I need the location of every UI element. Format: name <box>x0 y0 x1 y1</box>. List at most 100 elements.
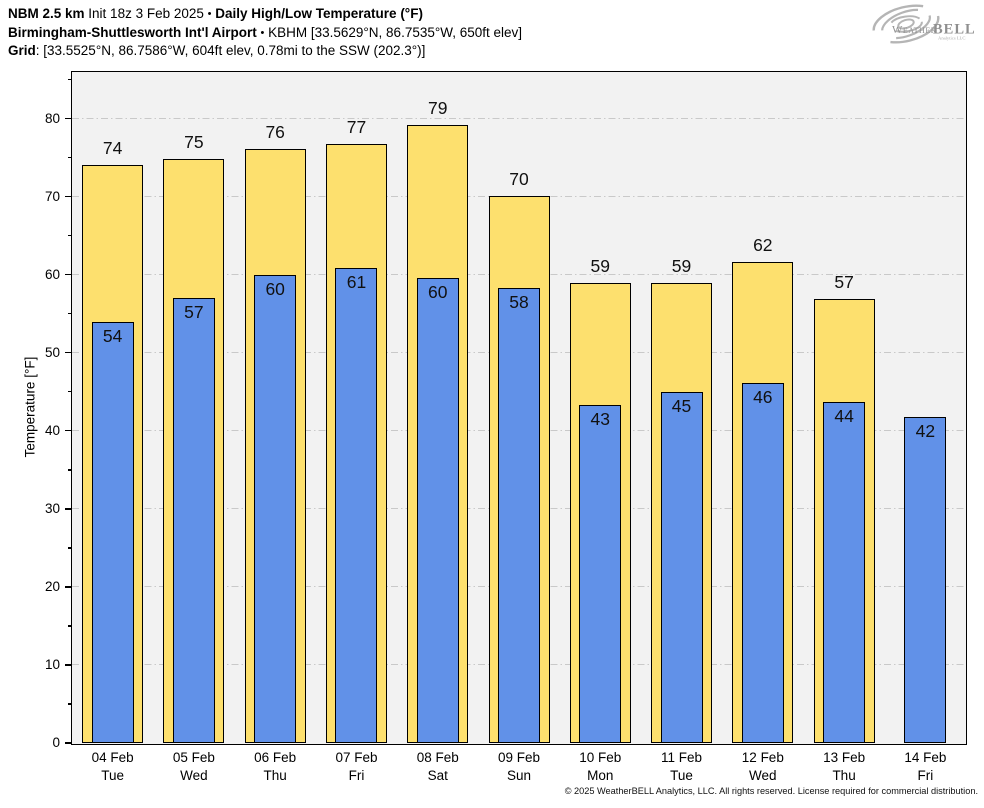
x-label-date: 11 Feb <box>661 750 703 765</box>
y-minor-tick <box>67 469 72 471</box>
low-value-label: 42 <box>915 420 936 441</box>
y-tick-label: 50 <box>44 344 60 360</box>
x-tick-label: 09 Feb Sun <box>479 749 559 784</box>
logo-weather-text: Weather <box>892 24 937 36</box>
y-minor-tick <box>67 235 72 237</box>
station-name: Birmingham-Shuttlesworth Int'l Airport <box>8 24 257 40</box>
low-bar <box>172 298 215 743</box>
high-value-label: 70 <box>509 169 529 190</box>
low-bar <box>741 383 784 743</box>
x-tick-label: 11 Feb Tue <box>642 749 722 784</box>
x-tick-label: 05 Feb Wed <box>154 749 234 784</box>
x-label-day: Wed <box>749 767 777 783</box>
low-value-label: 57 <box>184 302 204 323</box>
weatherbell-logo-icon: Weather BELL Analytics LLC <box>872 4 976 44</box>
y-major-tick <box>64 508 72 510</box>
high-value-label: 74 <box>102 137 123 158</box>
x-label-date: 10 Feb <box>579 750 622 765</box>
header-line-1: NBM 2.5 km Init 18z 3 Feb 2025 • Daily H… <box>8 5 522 24</box>
init-time: Init 18z 3 Feb 2025 <box>88 6 204 21</box>
header-line-2: Birmingham-Shuttlesworth Int'l Airport •… <box>8 24 522 43</box>
x-tick-label: 04 Feb Tue <box>73 749 153 784</box>
x-label-day: Thu <box>832 767 856 783</box>
y-major-tick <box>64 586 72 588</box>
high-value-label: 62 <box>753 235 773 256</box>
x-label-day: Fri <box>917 767 934 783</box>
x-label-date: 07 Feb <box>335 750 378 765</box>
low-value-label: 45 <box>671 395 692 416</box>
grid-label: Grid <box>8 43 36 58</box>
logo-bell-text: BELL <box>933 22 976 38</box>
low-bar <box>91 321 134 743</box>
low-value-label: 46 <box>753 387 773 408</box>
x-tick-label: 12 Feb Wed <box>723 749 803 784</box>
low-bar <box>498 288 540 743</box>
x-label-day: Tue <box>670 767 693 783</box>
low-value-label: 61 <box>346 271 367 292</box>
x-label-day: Sat <box>427 767 448 783</box>
x-label-date: 05 Feb <box>172 750 215 765</box>
y-tick-label: 60 <box>44 266 60 282</box>
low-value-label: 58 <box>509 292 529 313</box>
x-label-day: Tue <box>101 767 124 783</box>
y-minor-tick <box>67 625 72 627</box>
separator-dot: • <box>260 26 265 39</box>
x-tick-label: 07 Feb Fri <box>316 749 396 784</box>
x-label-date: 08 Feb <box>416 750 459 765</box>
y-tick-label: 30 <box>44 500 60 516</box>
y-major-tick <box>64 196 72 198</box>
low-bar <box>254 274 297 743</box>
high-value-label: 59 <box>590 255 610 276</box>
high-value-label: 77 <box>346 116 367 137</box>
logo-subtext: Analytics LLC <box>938 36 965 41</box>
y-major-tick <box>64 664 72 666</box>
x-tick-label: 14 Feb Fri <box>885 749 965 784</box>
y-major-tick <box>64 430 72 432</box>
high-value-label: 76 <box>265 122 285 143</box>
y-minor-tick <box>67 79 72 81</box>
x-label-day: Sun <box>506 767 532 783</box>
y-minor-tick <box>67 157 72 159</box>
x-label-date: 14 Feb <box>904 750 947 765</box>
low-value-label: 60 <box>265 278 285 299</box>
grid-details: : [33.5525°N, 86.7586°W, 604ft elev, 0.7… <box>35 43 426 58</box>
y-tick-label: 10 <box>44 656 60 672</box>
x-label-date: 06 Feb <box>254 750 297 765</box>
x-tick-label: 08 Feb Sat <box>398 749 478 784</box>
high-value-label: 59 <box>671 255 692 276</box>
x-label-date: 04 Feb <box>91 750 134 765</box>
x-label-date: 12 Feb <box>741 750 784 765</box>
station-details: KBHM [33.5629°N, 86.7535°W, 650ft elev] <box>268 24 523 40</box>
x-label-day: Wed <box>180 767 208 783</box>
y-major-tick <box>64 742 72 744</box>
gridline <box>72 118 966 120</box>
y-tick-label: 70 <box>44 188 60 204</box>
high-value-label: 75 <box>184 131 204 152</box>
y-axis-title: Temperature [°F] <box>22 356 38 458</box>
page-title: Daily High/Low Temperature (°F) <box>215 6 423 21</box>
y-major-tick <box>64 352 72 354</box>
low-bar <box>579 405 622 743</box>
chart-header: NBM 2.5 km Init 18z 3 Feb 2025 • Daily H… <box>8 5 522 60</box>
low-value-label: 54 <box>102 325 123 346</box>
low-bar <box>416 277 459 743</box>
y-minor-tick <box>67 547 72 549</box>
y-minor-tick <box>67 313 72 315</box>
low-bar <box>660 391 703 743</box>
x-label-date: 13 Feb <box>823 750 866 765</box>
y-tick-label: 0 <box>52 735 60 750</box>
low-value-label: 44 <box>834 406 854 427</box>
x-label-day: Thu <box>263 767 287 783</box>
model-name: NBM 2.5 km <box>8 6 85 21</box>
x-label-day: Fri <box>348 767 365 783</box>
y-major-tick <box>64 118 72 120</box>
y-tick-label: 40 <box>44 422 60 438</box>
copyright-notice: © 2025 WeatherBELL Analytics, LLC. All r… <box>564 786 978 796</box>
high-value-label: 79 <box>427 98 448 119</box>
x-tick-label: 10 Feb Mon <box>560 749 640 784</box>
low-value-label: 60 <box>427 281 448 302</box>
x-label-day: Mon <box>587 767 614 783</box>
low-value-label: 43 <box>590 409 610 430</box>
low-bar <box>335 267 378 743</box>
